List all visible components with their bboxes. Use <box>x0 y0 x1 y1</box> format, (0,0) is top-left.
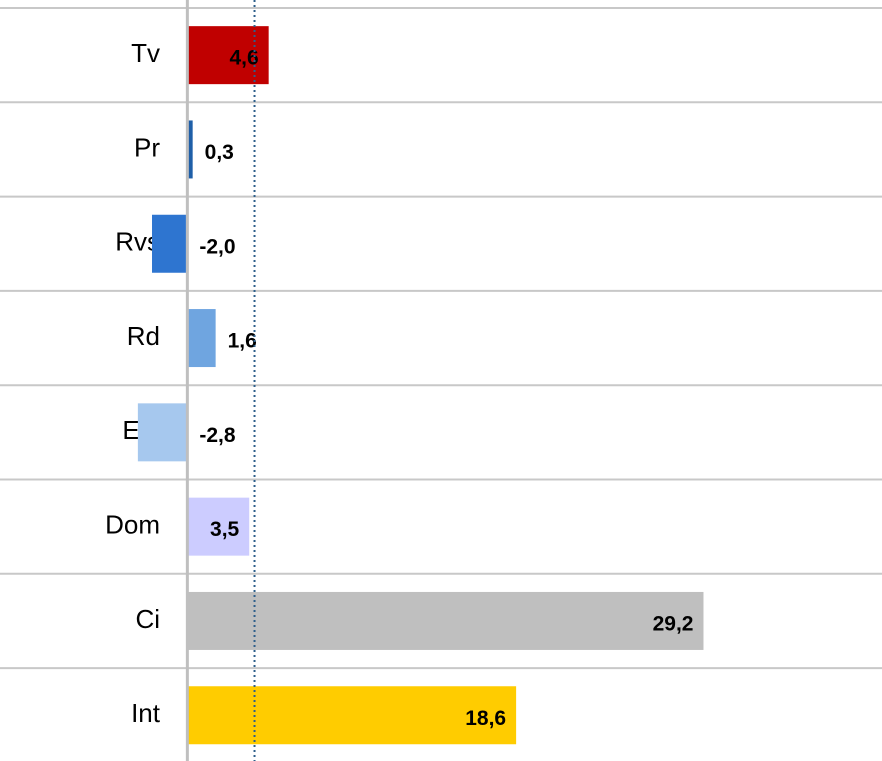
value-label: 3,5 <box>210 518 240 541</box>
value-label: -2,8 <box>199 424 236 447</box>
value-label: 1,6 <box>228 330 257 353</box>
value-label: 18,6 <box>465 707 506 730</box>
bar <box>187 591 704 650</box>
value-label: 4,6 <box>229 47 258 70</box>
category-label: Pr <box>134 132 160 162</box>
value-label: 29,2 <box>653 612 694 635</box>
bar <box>152 214 188 273</box>
value-label: -2,0 <box>199 235 235 258</box>
bar <box>187 686 517 745</box>
value-label: 0,3 <box>205 141 234 164</box>
bar <box>137 403 188 462</box>
bar <box>187 120 193 179</box>
category-label: Int <box>131 698 161 728</box>
bar <box>187 497 250 556</box>
category-label: Dom <box>105 510 160 540</box>
bar <box>187 309 216 368</box>
category-label: Ci <box>135 604 160 634</box>
category-label: Tv <box>131 38 160 68</box>
category-label: Rd <box>127 321 160 351</box>
